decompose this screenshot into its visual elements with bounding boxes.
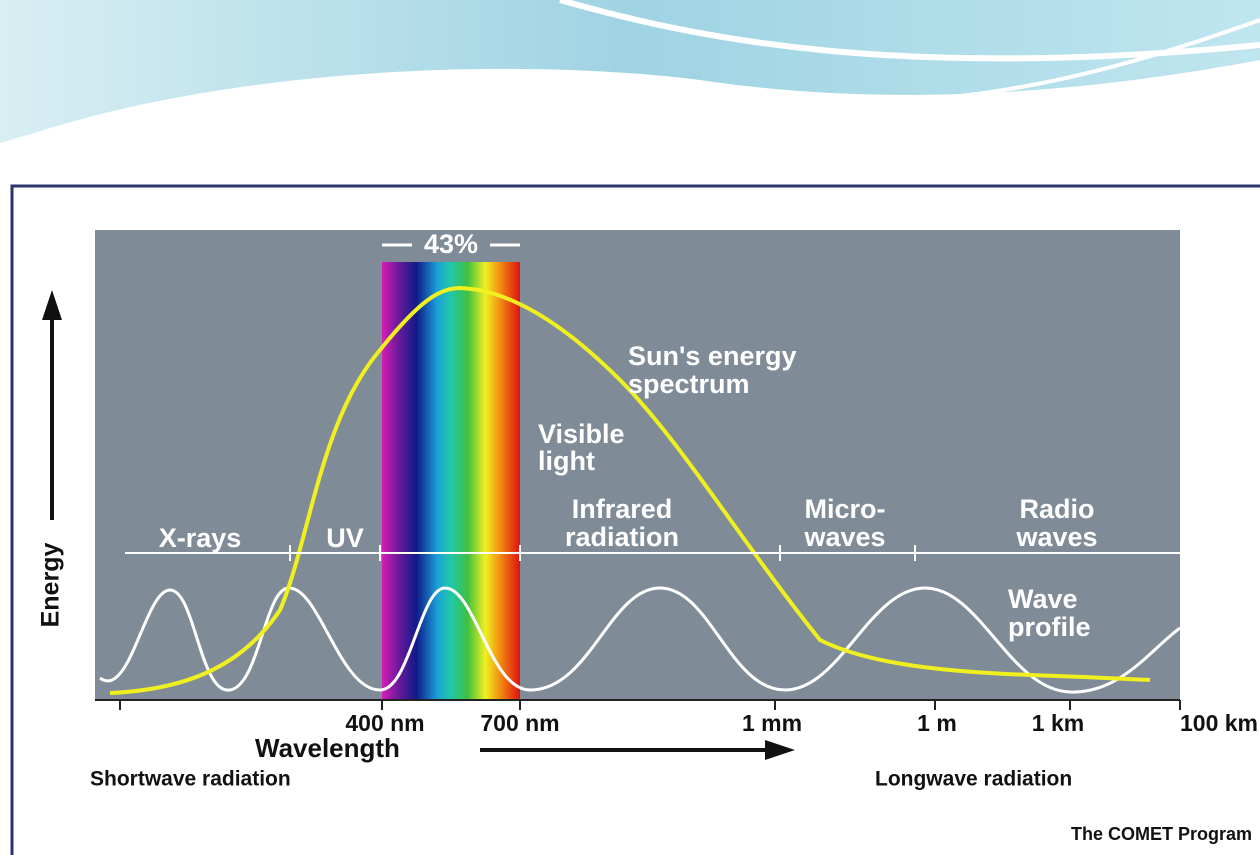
band-label: X-rays [159, 523, 242, 553]
band-label: UV [326, 523, 364, 553]
visible-share: 43% [424, 229, 478, 259]
x-tick-label: 1 mm [742, 710, 802, 736]
header-swoosh [0, 0, 1260, 145]
x-tick-label: 1 km [1032, 710, 1084, 736]
visible-spectrum [382, 262, 520, 700]
band-label: Infrared [572, 494, 673, 524]
x-axis-title: Wavelength [255, 733, 400, 763]
x-arrow-head [765, 740, 795, 760]
x-ticks [120, 700, 1180, 710]
shortwave-note: Shortwave radiation [90, 768, 291, 791]
wave-label: Wave [1008, 584, 1078, 614]
wave-label: profile [1008, 612, 1091, 642]
longwave-note: Longwave radiation [875, 768, 1072, 791]
sun-curve-label: Sun's energy [628, 341, 796, 371]
x-tick-label: 100 km [1180, 710, 1258, 736]
visible-label: Visible [538, 419, 625, 449]
visible-label: light [538, 446, 595, 476]
band-label: Radio [1019, 494, 1094, 524]
y-arrow-head [42, 290, 62, 320]
y-axis-title: Energy [37, 543, 65, 628]
band-label: Micro- [805, 494, 886, 524]
band-label: radiation [565, 522, 679, 552]
band-label: waves [1015, 522, 1097, 552]
sun-curve-label: spectrum [628, 369, 750, 399]
x-tick-label: 700 nm [480, 710, 559, 736]
x-tick-label: 1 m [917, 710, 957, 736]
slide: 43% X-rays UV Infrared radiation Micro- … [0, 0, 1260, 855]
band-label: waves [803, 522, 885, 552]
credit: The COMET Program [1071, 824, 1252, 844]
